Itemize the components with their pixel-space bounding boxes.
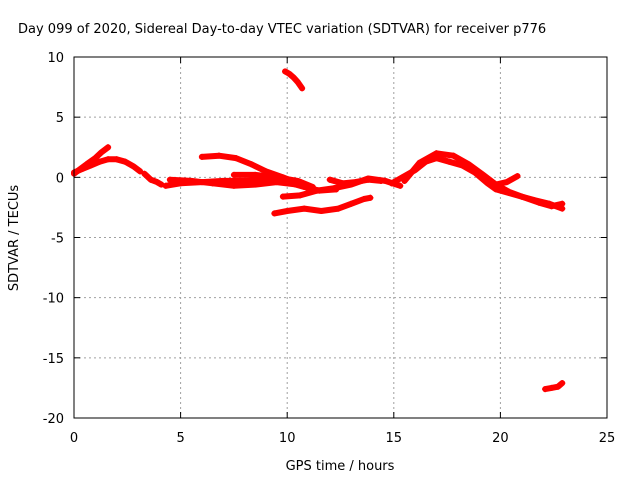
data-point <box>166 176 173 183</box>
data-point <box>535 199 542 206</box>
data-point <box>282 68 289 75</box>
data-point <box>465 161 472 168</box>
data-point <box>113 156 120 163</box>
data-point <box>559 380 566 387</box>
data-point <box>450 152 457 159</box>
data-point <box>339 180 346 187</box>
data-point <box>284 208 291 215</box>
data-point <box>96 158 103 165</box>
data-point <box>247 161 254 168</box>
data-point <box>518 193 525 200</box>
data-point <box>335 205 342 212</box>
data-point <box>141 170 148 177</box>
data-point <box>233 155 240 162</box>
data-point <box>314 187 321 194</box>
data-point <box>273 174 280 181</box>
data-point <box>230 171 237 178</box>
x-tick-label: 10 <box>279 431 296 446</box>
data-point <box>137 168 144 175</box>
data-point <box>290 74 297 81</box>
y-tick-label: 10 <box>47 51 64 66</box>
data-point <box>230 182 237 189</box>
y-tick-label: 5 <box>56 111 64 126</box>
y-tick-label: -10 <box>43 292 64 307</box>
data-point <box>162 182 169 189</box>
data-point <box>493 181 500 188</box>
x-tick-label: 20 <box>492 431 509 446</box>
data-point <box>105 156 112 163</box>
data-point <box>352 179 359 186</box>
data-point <box>348 200 355 207</box>
data-point <box>88 162 95 169</box>
data-point <box>147 176 154 183</box>
axis-ticks: 0 5 10 15 20 25 10 5 0 -5 -10 -15 -20 <box>43 51 616 446</box>
data-point <box>198 153 205 160</box>
data-point <box>326 176 333 183</box>
data-point <box>279 193 286 200</box>
data-point <box>98 149 105 156</box>
data-point <box>105 144 112 151</box>
data-point <box>480 171 487 178</box>
data-point <box>299 85 306 92</box>
y-axis-label: SDTVAR / TECUs <box>7 185 22 292</box>
data-point <box>360 195 367 202</box>
series-arc-15 <box>542 380 566 393</box>
x-axis-label: GPS time / hours <box>286 459 395 474</box>
x-tick-label: 15 <box>386 431 403 446</box>
x-tick-label: 25 <box>599 431 616 446</box>
data-point <box>433 150 440 157</box>
data-point <box>548 384 555 391</box>
data-point <box>378 177 385 184</box>
data-point <box>294 79 301 86</box>
data-point <box>271 210 278 217</box>
x-tick-label: 5 <box>176 431 184 446</box>
data-point <box>388 180 395 187</box>
data-point <box>401 177 408 184</box>
data-point <box>548 203 555 210</box>
data-point <box>542 386 549 393</box>
data-point <box>215 152 222 159</box>
y-tick-label: 0 <box>56 171 64 186</box>
y-tick-label: -5 <box>51 232 64 247</box>
data-point <box>130 163 137 170</box>
data-point <box>397 182 404 189</box>
data-point <box>286 70 293 77</box>
data-point <box>252 181 259 188</box>
data-point <box>318 208 325 215</box>
y-tick-label: -20 <box>43 412 64 427</box>
data-point <box>301 205 308 212</box>
grid <box>74 57 607 418</box>
data-point <box>416 159 423 166</box>
chart-title: Day 099 of 2020, Sidereal Day-to-day VTE… <box>18 22 546 37</box>
series-arc-3 <box>141 170 165 188</box>
data-point <box>122 158 129 165</box>
data-point <box>294 177 301 184</box>
x-tick-label: 0 <box>70 431 78 446</box>
data-point <box>79 165 86 172</box>
data-point <box>446 158 453 165</box>
data-point <box>559 200 566 207</box>
data-point <box>252 171 259 178</box>
data-point <box>367 194 374 201</box>
data-point <box>365 176 372 183</box>
data-point <box>331 185 338 192</box>
data-point <box>209 180 216 187</box>
data-point <box>514 173 521 180</box>
data-point <box>505 188 512 195</box>
data-point <box>92 155 99 162</box>
series-arc-2 <box>71 156 144 176</box>
data-series <box>71 68 566 393</box>
y-tick-label: -15 <box>43 352 64 367</box>
data-point <box>554 383 561 390</box>
data-point <box>503 179 510 186</box>
data-point <box>188 177 195 184</box>
data-point <box>296 192 303 199</box>
data-point <box>154 179 161 186</box>
